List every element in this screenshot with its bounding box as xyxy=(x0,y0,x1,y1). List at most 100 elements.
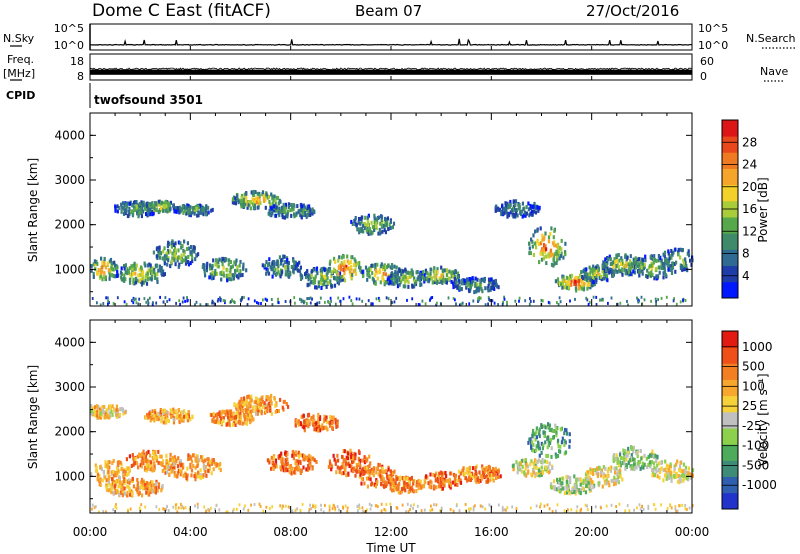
range-cell xyxy=(445,280,448,285)
range-cell xyxy=(222,271,225,276)
range-cell xyxy=(381,474,384,479)
range-cell xyxy=(289,464,292,468)
range-cell xyxy=(268,208,271,213)
range-cell xyxy=(589,488,592,493)
range-cell xyxy=(616,457,620,462)
range-cell xyxy=(164,200,167,205)
range-cell xyxy=(324,417,327,422)
range-cell xyxy=(641,266,644,271)
range-cell xyxy=(221,409,224,414)
range-cell xyxy=(381,466,384,471)
range-cell xyxy=(150,465,153,470)
range-cell xyxy=(272,208,276,213)
range-cell xyxy=(600,473,603,478)
range-cell xyxy=(317,421,320,425)
range-cell xyxy=(555,433,558,438)
range-cell xyxy=(124,410,127,415)
range-cell xyxy=(542,430,545,435)
range-cell xyxy=(147,481,151,486)
range-cell xyxy=(211,276,214,281)
range-cell xyxy=(460,281,463,286)
range-cell xyxy=(198,458,201,463)
range-cell xyxy=(532,253,535,257)
range-cell xyxy=(149,453,152,458)
range-cell xyxy=(687,477,690,482)
range-cell xyxy=(244,202,247,207)
range-cell xyxy=(535,430,538,435)
range-cell xyxy=(550,446,553,451)
range-cell xyxy=(270,401,273,405)
range-cell xyxy=(474,466,477,470)
range-cell xyxy=(677,474,680,479)
range-cell xyxy=(366,466,369,471)
range-cell xyxy=(273,260,276,265)
range-cell xyxy=(453,476,456,481)
range-cell xyxy=(547,235,551,240)
range-cell xyxy=(341,462,344,467)
range-cell xyxy=(219,297,222,301)
range-cell xyxy=(275,195,278,200)
range-cell xyxy=(339,263,342,268)
range-cell xyxy=(279,465,282,470)
range-cell xyxy=(312,456,315,461)
range-cell xyxy=(169,200,172,205)
range-cell xyxy=(640,465,643,470)
range-cell xyxy=(147,301,150,305)
range-cell xyxy=(415,489,418,494)
range-cell xyxy=(340,471,343,476)
range-cell xyxy=(274,267,277,272)
range-cell xyxy=(618,474,621,479)
range-cell xyxy=(424,268,427,273)
range-cell xyxy=(168,472,171,477)
range-cell xyxy=(124,468,127,473)
range-cell xyxy=(131,453,134,458)
range-cell xyxy=(421,484,424,489)
range-cell xyxy=(146,486,149,490)
range-cell xyxy=(337,258,340,263)
range-cell xyxy=(308,466,311,471)
range-cell xyxy=(183,409,186,414)
range-cell xyxy=(317,280,320,285)
range-cell xyxy=(134,280,138,285)
range-cell xyxy=(293,470,296,475)
range-cell xyxy=(226,268,229,273)
range-cell xyxy=(459,471,462,476)
range-cell xyxy=(295,466,298,471)
range-cell xyxy=(360,468,363,473)
range-cell xyxy=(191,248,194,253)
range-cell xyxy=(657,274,660,279)
range-cell xyxy=(540,298,543,302)
range-cell xyxy=(146,263,150,268)
range-cell xyxy=(673,469,676,474)
range-cell xyxy=(497,303,499,307)
range-cell xyxy=(107,470,110,474)
range-cell xyxy=(325,272,328,277)
range-cell xyxy=(664,273,667,277)
range-cell xyxy=(146,466,149,471)
range-cell xyxy=(155,479,158,484)
range-cell xyxy=(139,207,142,212)
range-cell xyxy=(565,479,568,484)
range-cell xyxy=(560,440,563,445)
range-cell xyxy=(534,458,537,463)
range-cell xyxy=(553,228,556,233)
range-cell xyxy=(293,214,296,219)
range-cell xyxy=(569,274,572,279)
range-cell xyxy=(305,467,308,472)
range-cell xyxy=(316,271,319,276)
range-cell xyxy=(185,476,188,481)
range-cell xyxy=(194,303,196,307)
range-cell xyxy=(574,286,577,291)
range-cell xyxy=(112,491,115,496)
range-cell xyxy=(433,266,436,271)
range-cell xyxy=(308,297,310,300)
range-cell xyxy=(592,485,595,490)
range-cell xyxy=(209,266,212,270)
range-cell xyxy=(347,471,350,476)
range-cell xyxy=(96,472,100,477)
range-cell xyxy=(493,301,496,305)
range-cell xyxy=(292,456,295,461)
range-cell xyxy=(110,470,113,475)
range-cell xyxy=(442,479,445,484)
range-cell xyxy=(532,461,535,466)
